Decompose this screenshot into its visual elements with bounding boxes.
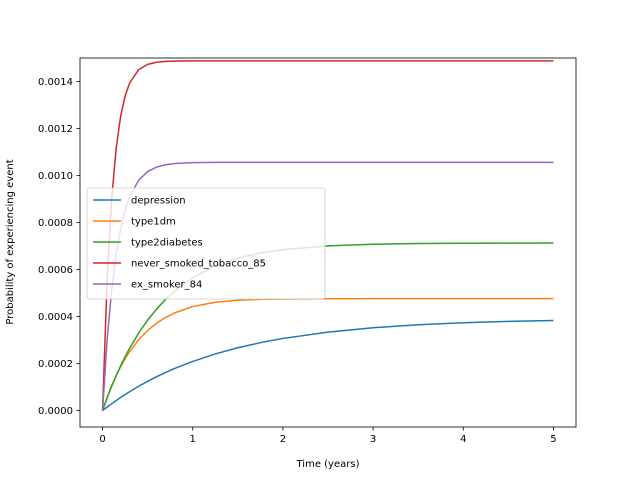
y-tick-label: 0.0000 <box>38 406 73 417</box>
legend-label-type1dm: type1dm <box>131 217 176 228</box>
y-axis-ticks: 0.0000 0.0002 0.0004 0.0006 0.0008 0.0010 0.00… <box>38 77 80 417</box>
y-tick-label: 0.0002 <box>38 359 73 370</box>
x-tick-label: 2 <box>280 434 286 445</box>
y-tick-label: 0.0014 <box>38 77 73 88</box>
series-line-depression <box>102 319 554 412</box>
x-tick-label: 0 <box>99 434 105 445</box>
legend-box <box>86 187 326 300</box>
x-axis-ticks: 0 1 2 3 4 5 <box>99 427 557 445</box>
legend-label-never_smoked_tobacco_85: never_smoked_tobacco_85 <box>131 259 266 270</box>
x-tick-label: 3 <box>370 434 376 445</box>
legend-label-type2diabetes: type2diabetes <box>131 238 203 249</box>
x-tick-label: 4 <box>460 434 466 445</box>
y-tick-label: 0.0008 <box>38 218 73 229</box>
x-axis-label: Time (years) <box>296 459 360 470</box>
y-tick-label: 0.0004 <box>38 312 73 323</box>
legend: depression type1dm type2diabetes never_smok… <box>86 187 326 300</box>
y-tick-label: 0.0010 <box>38 171 73 182</box>
x-tick-label: 1 <box>190 434 196 445</box>
y-tick-label: 0.0006 <box>38 265 73 276</box>
y-tick-label: 0.0012 <box>38 124 73 135</box>
series-line-never_smoked_tobacco_85 <box>101 60 554 411</box>
legend-label-depression: depression <box>131 196 186 207</box>
plot-frame <box>79 57 577 428</box>
legend-label-ex_smoker_84: ex_smoker_84 <box>131 280 202 291</box>
x-tick-label: 5 <box>550 434 556 445</box>
y-axis-label: Probability of experiencing event <box>5 159 16 324</box>
